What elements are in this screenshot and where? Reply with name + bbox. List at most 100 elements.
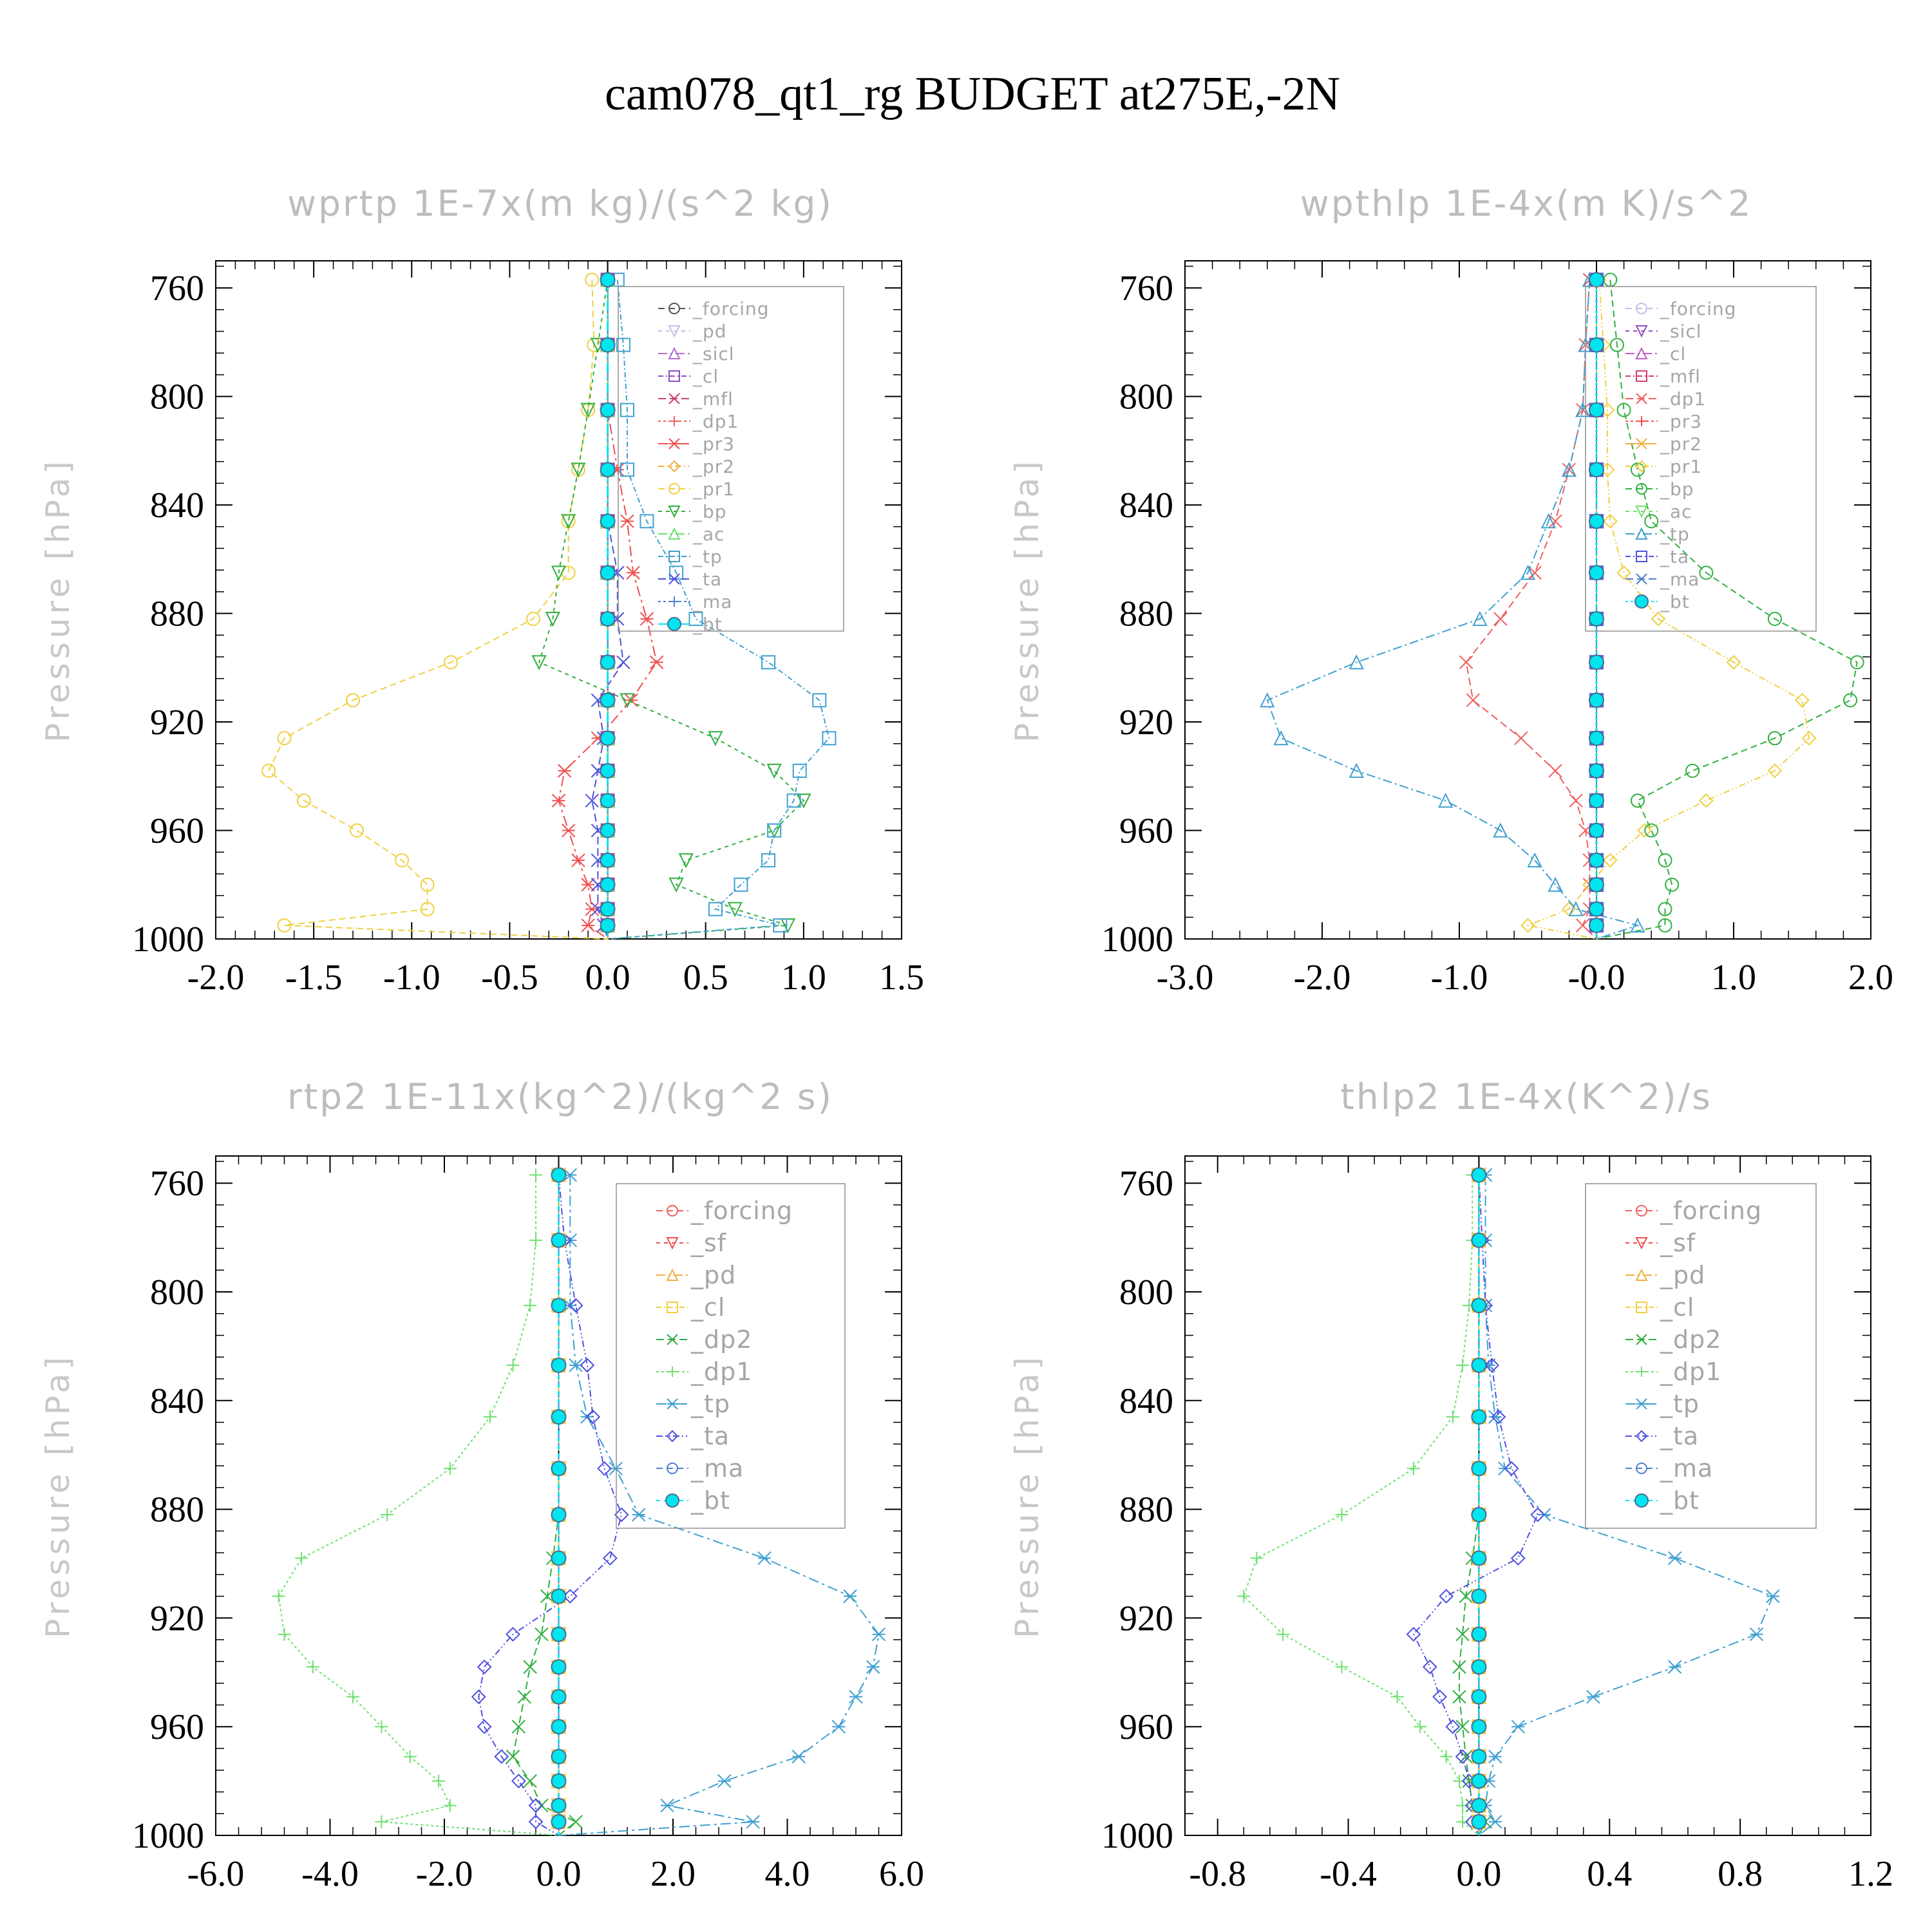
marker-ta xyxy=(477,1659,492,1674)
marker-dp1 xyxy=(295,1551,308,1565)
series-dp1 xyxy=(272,1168,559,1836)
legend-label: _bp xyxy=(1660,478,1694,500)
marker-pr1 xyxy=(585,272,600,287)
marker-tp xyxy=(1668,1660,1682,1674)
marker-bt xyxy=(551,1461,567,1477)
marker-tp xyxy=(1472,611,1488,626)
legend-label: _forcing xyxy=(690,1197,793,1225)
marker-pr3 xyxy=(581,918,595,933)
x-tick-label: -2.0 xyxy=(416,1854,473,1894)
marker-dp1 xyxy=(375,1720,388,1734)
legend-label: _pr3 xyxy=(1660,411,1702,432)
marker-tp xyxy=(843,1589,857,1604)
x-tick-label: 4.0 xyxy=(765,1854,810,1894)
y-tick-label: 800 xyxy=(150,1273,204,1312)
marker-dp1 xyxy=(484,1410,497,1424)
marker-ma xyxy=(669,596,679,607)
marker-dp1 xyxy=(669,416,679,426)
y-tick-label: 880 xyxy=(1119,1490,1173,1530)
legend-label: _sf xyxy=(690,1229,727,1257)
x-tick-label: -1.0 xyxy=(383,958,440,998)
legend-label: _pd xyxy=(692,321,727,342)
legend: _forcing_sicl_cl_mfl_dp1_pr3_pr2_pr1_bp_… xyxy=(1585,286,1817,632)
marker-ta xyxy=(616,655,630,670)
legend-item: _dp1 xyxy=(1625,388,1705,410)
legend-label: _ta xyxy=(1660,1422,1699,1450)
marker-pr1 xyxy=(1520,918,1535,933)
y-tick-label: 800 xyxy=(1119,377,1173,417)
series-bp xyxy=(531,272,811,940)
marker-bp xyxy=(545,611,560,627)
marker-dp2 xyxy=(540,1589,554,1604)
marker-bp xyxy=(1644,823,1659,838)
marker-dp1 xyxy=(506,1358,520,1372)
series-tp xyxy=(1478,1168,1780,1836)
marker-bp xyxy=(678,853,694,869)
legend-item: _cl xyxy=(1625,343,1685,365)
marker-forcing xyxy=(1636,1205,1647,1217)
marker-bt xyxy=(600,462,616,478)
marker-pr1 xyxy=(420,877,435,892)
marker-ma xyxy=(1636,573,1647,585)
legend-item: _ma xyxy=(658,591,732,612)
marker-tp xyxy=(632,1508,646,1522)
legend-item: _ma xyxy=(656,1454,743,1482)
marker-dp1 xyxy=(1456,1799,1470,1812)
marker-pr1 xyxy=(346,693,360,708)
legend-label: _forcing xyxy=(1660,298,1737,319)
legend-item: _bt xyxy=(658,614,722,635)
marker-dp1 xyxy=(272,1589,285,1603)
legend-label: _ta xyxy=(1660,546,1689,567)
marker-bt xyxy=(600,730,616,746)
marker-tp xyxy=(1540,513,1557,529)
marker-pr3 xyxy=(639,612,654,626)
marker-dp2 xyxy=(1452,1690,1466,1704)
marker-bp xyxy=(571,462,586,478)
legend-box xyxy=(1585,286,1817,632)
series-line xyxy=(1465,279,1597,940)
y-tick-label: 960 xyxy=(1119,1707,1173,1747)
marker-sicl xyxy=(668,346,681,359)
marker-cl xyxy=(667,1302,678,1313)
legend-label: _pr3 xyxy=(692,433,735,455)
marker-bt xyxy=(1589,822,1604,838)
marker-sicl xyxy=(1635,325,1648,338)
marker-pr1 xyxy=(261,763,276,778)
y-tick-label: 960 xyxy=(150,811,204,851)
legend-label: _dp1 xyxy=(1660,1358,1721,1386)
marker-dp1 xyxy=(1456,1358,1470,1372)
marker-bt xyxy=(551,1626,567,1642)
marker-ac xyxy=(1635,506,1648,518)
legend-item: _mfl xyxy=(1625,366,1700,387)
marker-bp xyxy=(708,731,723,746)
marker-bt xyxy=(1589,901,1604,917)
marker-pr3 xyxy=(626,565,640,580)
series-ta xyxy=(471,1168,629,1836)
x-tick-label: -4.0 xyxy=(301,1854,359,1894)
marker-dp1 xyxy=(1636,393,1647,404)
marker-pr3 xyxy=(551,793,566,808)
marker-dp1 xyxy=(1446,1410,1459,1424)
marker-bt xyxy=(1471,1550,1487,1566)
marker-bt xyxy=(600,611,616,627)
legend-label: _tp xyxy=(690,1390,730,1418)
marker-ta xyxy=(528,1814,544,1830)
legend-label: _bt xyxy=(1660,591,1690,612)
marker-ac xyxy=(668,527,681,540)
marker-dp1 xyxy=(1514,731,1528,746)
legend-item: _ta xyxy=(658,569,721,590)
marker-tp xyxy=(1488,1815,1502,1829)
marker-ta xyxy=(1510,1551,1526,1566)
x-tick-label: 1.2 xyxy=(1848,1854,1893,1894)
legend-item: _tp xyxy=(1625,1390,1699,1418)
marker-dp1 xyxy=(667,1367,677,1377)
marker-bt xyxy=(1589,272,1604,288)
legend-label: _cl xyxy=(692,366,719,387)
marker-pr1 xyxy=(1561,902,1577,917)
marker-ta xyxy=(494,1749,509,1765)
legend-item: _dp1 xyxy=(656,1358,752,1386)
series-line xyxy=(1596,279,1858,940)
legend-item: _tp xyxy=(658,546,722,567)
marker-bt xyxy=(551,1550,567,1566)
marker-tp xyxy=(1438,792,1454,808)
